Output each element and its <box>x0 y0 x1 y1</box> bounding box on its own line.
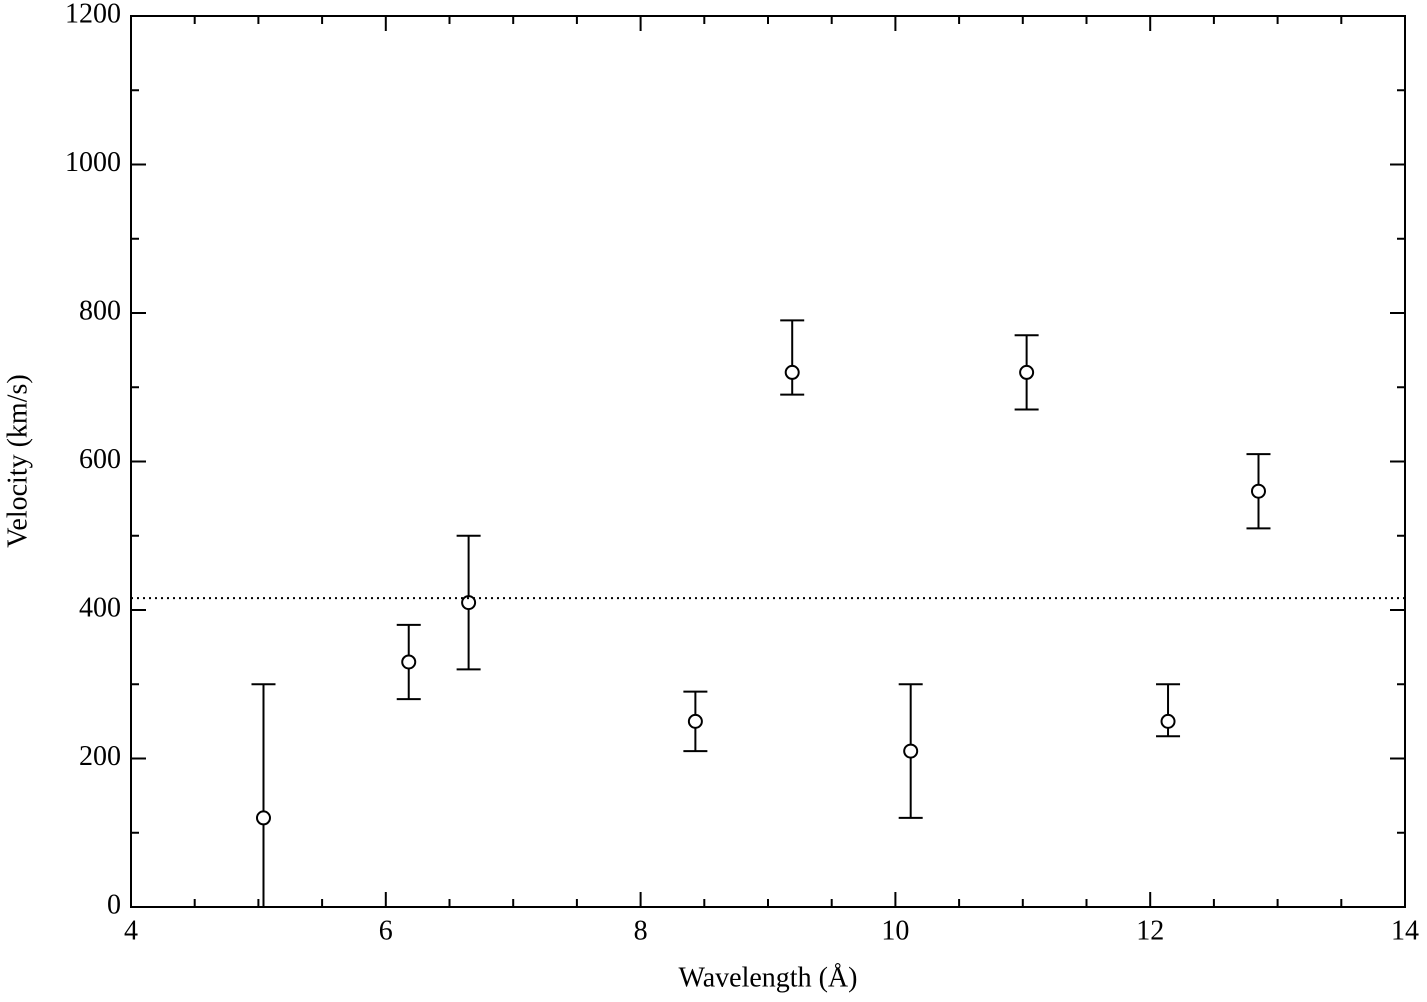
x-tick-label: 12 <box>1136 915 1164 946</box>
data-point <box>687 713 703 729</box>
y-tick-label: 1000 <box>65 147 121 178</box>
error-bar <box>396 623 421 701</box>
x-tick-label: 14 <box>1391 915 1419 946</box>
data-point <box>255 810 271 826</box>
x-tick-label: 8 <box>634 915 648 946</box>
data-point <box>1160 713 1176 729</box>
error-bar <box>683 690 708 753</box>
y-tick-label: 200 <box>79 741 121 772</box>
data-point <box>903 743 919 759</box>
error-bar <box>898 683 923 819</box>
data-point <box>461 595 477 611</box>
y-tick-label: 0 <box>107 889 121 920</box>
plot-frame <box>130 15 1406 908</box>
error-bar <box>1014 334 1039 411</box>
y-tick-label: 600 <box>79 444 121 475</box>
x-tick-label: 6 <box>379 915 393 946</box>
data-point <box>1019 364 1035 380</box>
y-tick-label: 1200 <box>65 0 121 29</box>
y-axis-label: Velocity (km/s) <box>2 374 33 547</box>
y-tick-label: 800 <box>79 295 121 326</box>
error-bar <box>1246 453 1271 530</box>
x-axis-label: Wavelength (Å) <box>679 962 858 993</box>
data-point <box>784 364 800 380</box>
data-point <box>1250 483 1266 499</box>
x-tick-label: 10 <box>881 915 909 946</box>
error-bar <box>1156 683 1181 738</box>
y-tick-label: 400 <box>79 592 121 623</box>
error-bar <box>251 683 276 908</box>
error-bar <box>780 319 805 396</box>
x-tick-label: 4 <box>124 915 138 946</box>
error-bar <box>456 534 481 671</box>
data-point <box>401 654 417 670</box>
